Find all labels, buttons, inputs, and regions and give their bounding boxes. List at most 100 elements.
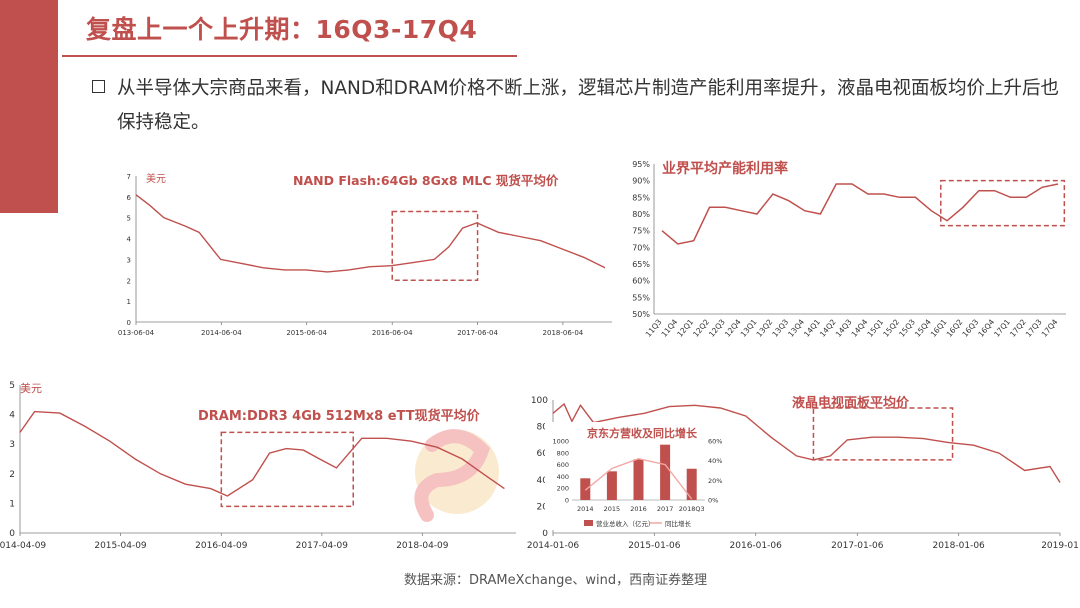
lcd-ytick-label: 0	[542, 529, 548, 539]
boe-bar	[606, 471, 617, 500]
util-xtick-label: 11Q3	[644, 317, 664, 338]
boe-xtick-label: 2016	[630, 505, 647, 513]
nand-ytick-label: 0	[127, 319, 131, 327]
boe-ytick-label: 0	[565, 497, 569, 505]
nand-xtick-label: 2018-06-04	[543, 329, 584, 337]
lcd-xtick-label: 2015-01-06	[628, 541, 681, 551]
util-xtick-label: 16Q3	[960, 317, 980, 338]
util-xtick-label: 15Q2	[881, 317, 901, 338]
utilization-chart: 业界平均产能利用率 50% 55% 60% 65% 70% 75% 80% 85% 90% 95%…	[632, 160, 1066, 339]
util-xtick-label: 14Q1	[802, 317, 822, 338]
dram-ytick-label: 2	[9, 470, 15, 480]
lcd-ytick-label: 40	[537, 476, 549, 486]
nand-xtick-label: 2015-06-04	[286, 329, 327, 337]
boe-bar	[686, 468, 697, 500]
boe-y2tick-label: 20%	[708, 477, 722, 485]
util-xtick-label: 14Q3	[834, 317, 854, 338]
boe-title: 京东方营收及同比增长	[587, 426, 698, 440]
dram-chart: 美元 DRAM:DDR3 4Gb 512Mx8 eTT现货平均价 0 1 2 3 4 5 2…	[0, 381, 516, 551]
util-ytick-label: 80%	[632, 210, 650, 219]
boe-growth-line	[584, 457, 693, 500]
dram-series-line	[19, 410, 505, 497]
lcd-xtick-label: 2014-01-06	[527, 541, 580, 551]
dram-ylabel: 美元	[20, 382, 42, 395]
lcd-xtick-label: 2018-01-06	[932, 541, 985, 551]
nand-xtick-label: 2016-06-04	[372, 329, 413, 337]
dram-xtick-label: 2014-04-09	[0, 541, 46, 551]
boe-xtick-label: 2018Q3	[679, 505, 705, 513]
dram-ytick-label: 1	[9, 499, 15, 509]
nand-ytick-label: 1	[127, 298, 131, 306]
util-ytick-label: 55%	[632, 293, 650, 302]
util-xtick-label: 16Q4	[976, 317, 996, 338]
dram-xtick-label: 2015-04-09	[94, 541, 147, 551]
boe-legend-bar-swatch	[584, 520, 593, 526]
util-ytick-label: 50%	[632, 310, 650, 319]
nand-ytick-label: 5	[127, 215, 131, 223]
lcd-title: 液晶电视面板平均价	[792, 395, 910, 411]
nand-ytick-label: 6	[127, 194, 132, 202]
dram-highlight-box	[220, 431, 354, 508]
boe-xtick-label: 2014	[577, 505, 594, 513]
boe-y2tick-label: 40%	[708, 457, 722, 465]
lcd-ytick-label: 80	[537, 423, 549, 433]
lcd-xtick-label: 2019-01	[1041, 541, 1079, 551]
util-xtick-label: 14Q4	[850, 317, 870, 338]
util-xtick-label: 17Q4	[1040, 317, 1060, 338]
util-xtick-label: 12Q4	[723, 317, 743, 338]
nand-ytick-label: 3	[127, 256, 131, 264]
lcd-highlight-box	[812, 407, 954, 461]
util-xtick-label: 12Q3	[707, 317, 727, 338]
page-title: 复盘上一个上升期：16Q3-17Q4	[86, 15, 478, 44]
util-xtick-label: 17Q3	[1024, 317, 1044, 338]
nand-xtick-label: 2014-06-04	[201, 329, 242, 337]
bullet-text: 从半导体大宗商品来看，NAND和DRAM价格不断上涨，逻辑芯片制造产能利用率提升…	[117, 78, 1060, 133]
util-xtick-label: 16Q1	[929, 317, 949, 338]
util-ytick-label: 95%	[632, 160, 650, 169]
util-ytick-label: 60%	[632, 277, 650, 286]
util-ytick-label: 70%	[632, 243, 650, 252]
dram-title: DRAM:DDR3 4Gb 512Mx8 eTT现货平均价	[198, 408, 481, 424]
dram-xtick-label: 2018-04-09	[396, 541, 449, 551]
util-xtick-label: 16Q2	[945, 317, 965, 338]
nand-title: NAND Flash:64Gb 8Gx8 MLC 现货平均价	[293, 173, 559, 188]
boe-y2tick-label: 60%	[708, 438, 722, 446]
lcd-xtick-label: 2016-01-06	[730, 541, 783, 551]
boe-ytick-label: 200	[557, 485, 569, 493]
nand-ytick-label: 2	[127, 277, 131, 285]
dram-ytick-label: 3	[9, 440, 15, 450]
nand-highlight-box	[391, 210, 479, 282]
dram-xtick-label: 2017-04-09	[296, 541, 349, 551]
boe-legend-line: 同比增长	[665, 519, 692, 528]
boe-bar	[580, 478, 591, 500]
nand-series-line	[135, 194, 606, 273]
util-ytick-label: 75%	[632, 227, 650, 236]
bullet-square-icon	[92, 80, 105, 93]
watermark-logo	[414, 429, 499, 522]
title-underline	[62, 55, 517, 57]
boe-ytick-label: 600	[557, 461, 569, 469]
boe-inset-bg	[545, 422, 715, 530]
dram-ytick-label: 4	[9, 411, 15, 421]
data-source: 数据来源：DRAMeXchange、wind，西南证券整理	[404, 573, 708, 588]
boe-y2tick-label: 0%	[708, 497, 718, 505]
boe-bar	[633, 459, 644, 500]
util-xtick-label: 12Q2	[691, 317, 711, 338]
util-ytick-label: 90%	[632, 177, 650, 186]
nand-ytick-label: 7	[127, 173, 131, 181]
lcd-ytick-label: 60	[537, 449, 549, 459]
util-ytick-label: 65%	[632, 260, 650, 269]
util-xtick-label: 17Q1	[992, 317, 1012, 338]
util-highlight-box	[940, 179, 1066, 227]
nand-ytick-label: 4	[127, 236, 132, 244]
decorative-red-block	[0, 0, 58, 213]
util-ytick-label: 85%	[632, 193, 650, 202]
util-xtick-label: 13Q1	[739, 317, 759, 338]
util-xtick-label: 15Q3	[897, 317, 917, 338]
boe-ytick-label: 400	[557, 473, 569, 481]
util-xtick-label: 13Q3	[770, 317, 790, 338]
util-xtick-label: 13Q2	[755, 317, 775, 338]
nand-xtick-label: 2017-06-04	[457, 329, 498, 337]
nand-xtick-label: 013-06-04	[118, 329, 155, 337]
